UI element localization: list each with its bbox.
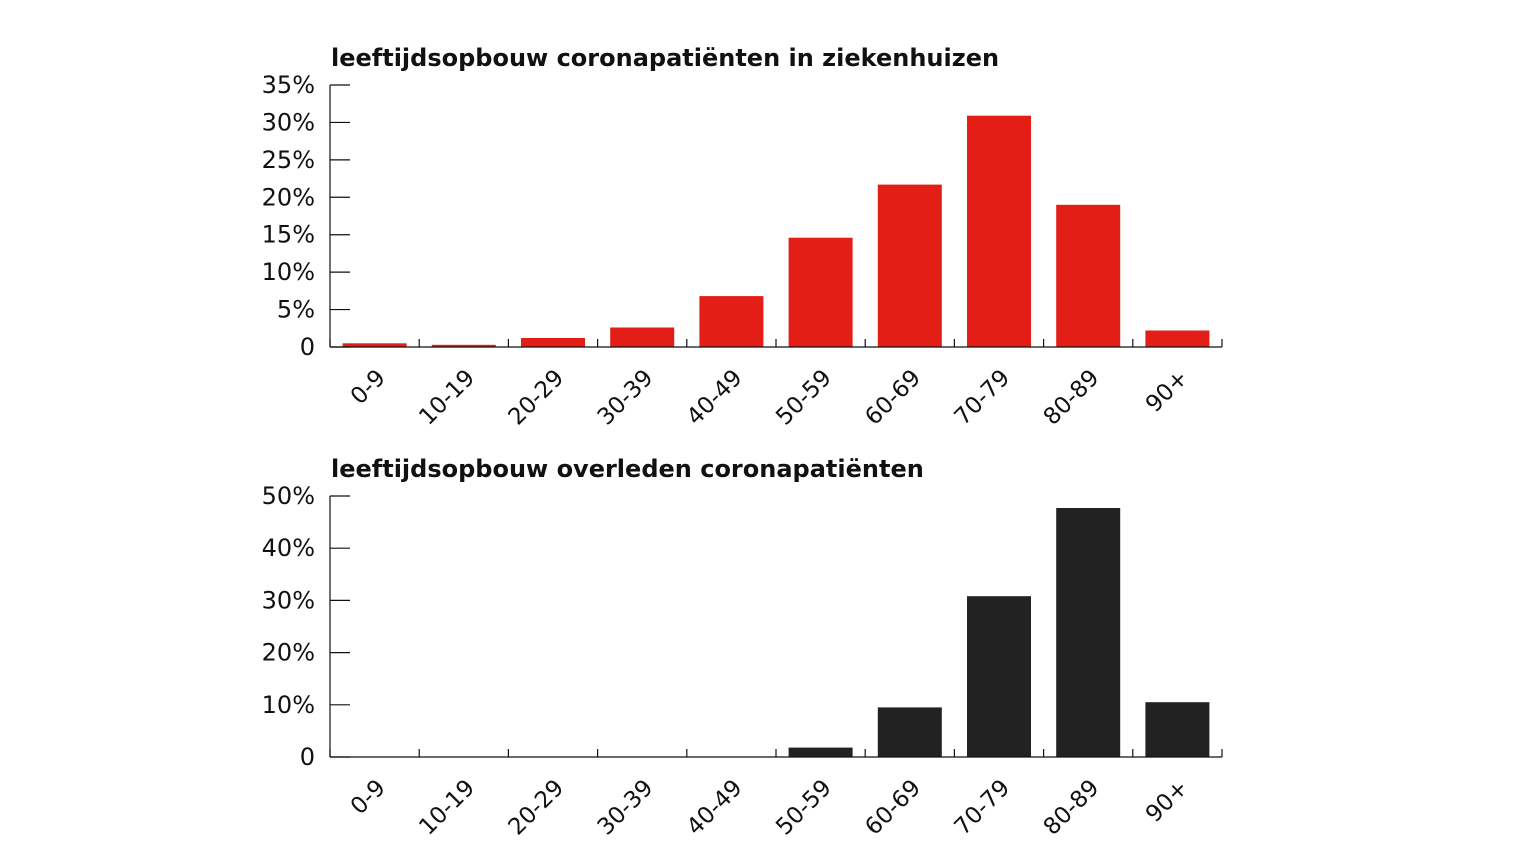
hospital-age-chart: leeftijdsopbouw coronapatiënten in zieke… <box>262 44 1223 431</box>
chart-title: leeftijdsopbouw overleden coronapatiënte… <box>331 455 924 483</box>
y-tick-label: 30% <box>262 108 315 136</box>
y-tick-label: 20% <box>262 183 315 211</box>
y-tick-label: 0 <box>300 743 315 771</box>
y-tick-label: 30% <box>262 586 315 614</box>
y-tick-label: 35% <box>262 71 315 99</box>
bar-40-49 <box>699 296 764 347</box>
x-tick-label: 10-19 <box>414 775 480 841</box>
y-tick-label: 10% <box>262 691 315 719</box>
x-tick-label: 30-39 <box>593 775 659 841</box>
y-tick-label: 10% <box>262 258 315 286</box>
x-tick-label: 20-29 <box>504 775 570 841</box>
x-tick-label: 70-79 <box>950 775 1016 841</box>
x-tick-label: 60-69 <box>860 775 926 841</box>
x-tick-label: 30-39 <box>593 365 659 431</box>
bar-50-59 <box>788 747 853 757</box>
y-tick-label: 50% <box>262 482 315 510</box>
y-tick-label: 15% <box>262 221 315 249</box>
x-tick-label: 20-29 <box>504 365 570 431</box>
bar-60-69 <box>877 184 942 347</box>
bar-20-29 <box>521 338 585 347</box>
x-tick-label: 90+ <box>1141 365 1194 418</box>
bar-60-69 <box>877 707 942 757</box>
y-tick-label: 40% <box>262 534 315 562</box>
bar-50-59 <box>788 237 853 347</box>
deceased-age-chart: leeftijdsopbouw overleden coronapatiënte… <box>262 455 1223 841</box>
bar-90+ <box>1145 702 1210 757</box>
bar-80-89 <box>1056 204 1121 347</box>
bar-0-9 <box>342 343 407 347</box>
x-tick-label: 60-69 <box>860 365 926 431</box>
y-tick-label: 25% <box>262 146 315 174</box>
y-tick-label: 5% <box>277 296 315 324</box>
bar-30-39 <box>610 327 675 347</box>
bar-70-79 <box>967 596 1031 757</box>
bar-90+ <box>1145 330 1210 347</box>
y-tick-label: 20% <box>262 639 315 667</box>
x-tick-label: 40-49 <box>682 775 748 841</box>
x-tick-label: 0-9 <box>346 365 391 410</box>
bar-80-89 <box>1056 508 1121 757</box>
x-tick-label: 50-59 <box>771 365 837 431</box>
y-tick-label: 0 <box>300 333 315 361</box>
x-tick-label: 70-79 <box>950 365 1016 431</box>
x-tick-label: 10-19 <box>414 365 480 431</box>
x-tick-label: 0-9 <box>346 775 391 820</box>
x-tick-label: 80-89 <box>1039 775 1105 841</box>
x-tick-label: 90+ <box>1141 775 1194 828</box>
chart-title: leeftijdsopbouw coronapatiënten in zieke… <box>331 44 999 72</box>
bar-10-19 <box>431 344 496 347</box>
bar-70-79 <box>967 115 1031 347</box>
x-tick-label: 40-49 <box>682 365 748 431</box>
x-tick-label: 80-89 <box>1039 365 1105 431</box>
x-tick-label: 50-59 <box>771 775 837 841</box>
